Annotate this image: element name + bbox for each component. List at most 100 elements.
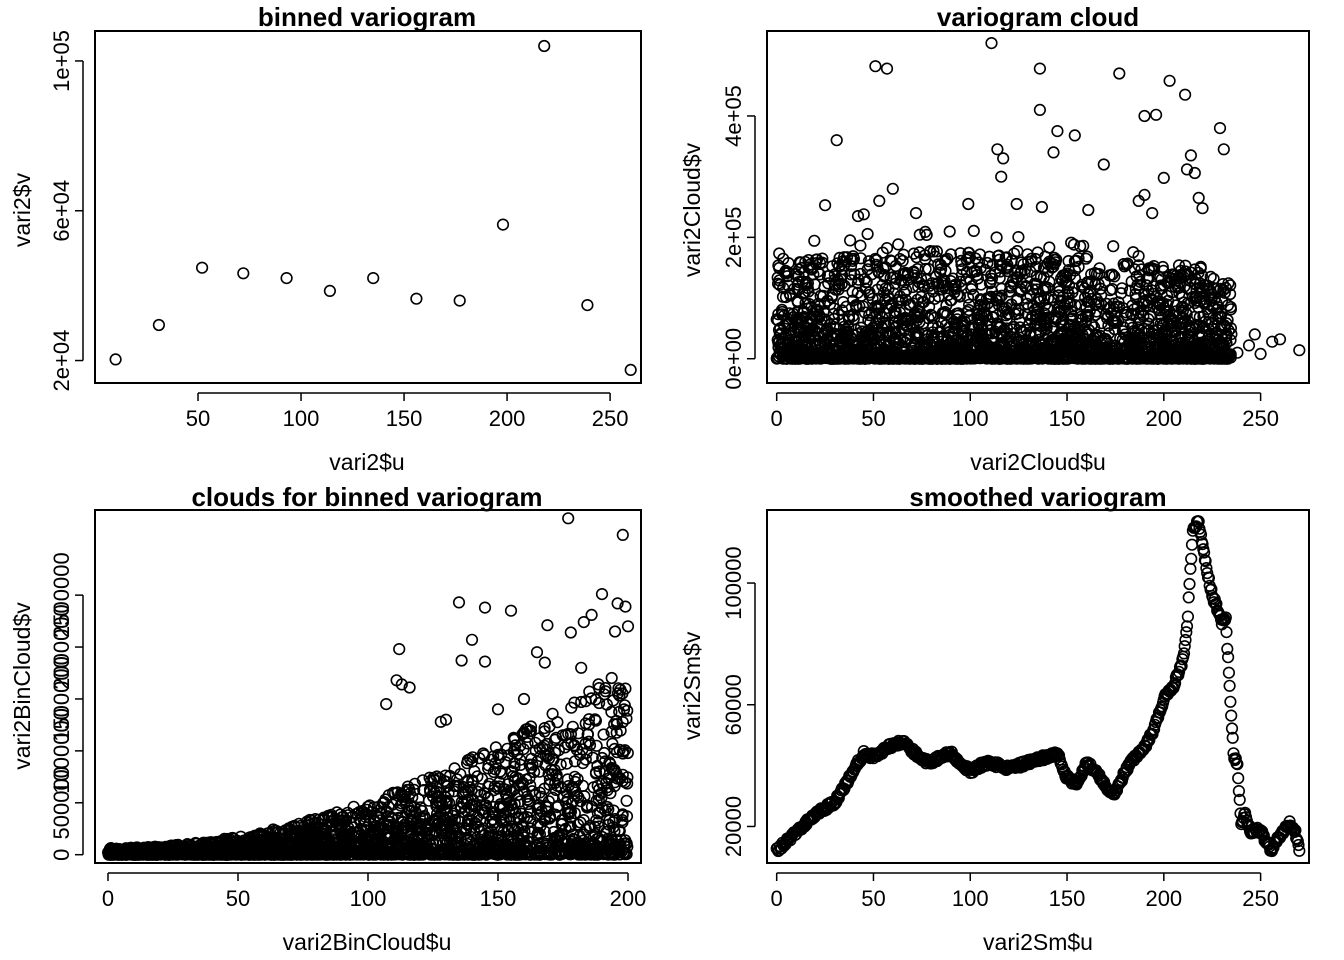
data-point (554, 781, 567, 794)
data-point (1107, 240, 1120, 253)
data-point (970, 269, 984, 282)
data-point (779, 329, 793, 342)
data-point (1022, 301, 1035, 314)
data-point (1049, 311, 1063, 324)
data-point (816, 329, 830, 342)
data-point (1215, 352, 1229, 365)
data-point (565, 736, 578, 750)
data-point (580, 799, 594, 812)
data-point (809, 257, 823, 270)
data-point (582, 718, 596, 731)
data-point (1065, 236, 1078, 249)
data-point (1076, 336, 1090, 349)
data-point (1176, 336, 1189, 350)
y-axis-label: vari2BinCloud$v (9, 602, 35, 770)
data-point (970, 351, 983, 365)
data-point (854, 267, 867, 281)
data-point (402, 801, 416, 815)
x-tick-label: 50 (861, 406, 885, 431)
data-point (958, 315, 971, 328)
data-point (962, 197, 975, 211)
data-point (1194, 338, 1207, 352)
data-point (812, 308, 826, 322)
data-point (1202, 323, 1215, 336)
data-point (1132, 194, 1145, 207)
data-point (566, 828, 579, 841)
data-point (1066, 310, 1079, 323)
data-point (1062, 279, 1076, 292)
data-point (972, 256, 986, 269)
x-ticks: 0 50 100 150 200 (102, 872, 646, 911)
data-point (1154, 308, 1167, 321)
data-point (854, 239, 867, 252)
data-point (1116, 352, 1129, 365)
data-point (1266, 335, 1279, 348)
data-point (484, 815, 497, 828)
data-point (846, 294, 860, 307)
data-point (453, 294, 466, 307)
data-point (1140, 279, 1153, 292)
data-point (1254, 347, 1267, 361)
data-point (608, 742, 621, 756)
data-point (990, 293, 1003, 307)
data-point (568, 696, 581, 709)
data-point (1029, 338, 1043, 351)
data-point (1204, 270, 1217, 284)
data-point (1043, 352, 1056, 365)
data-point (1149, 340, 1162, 353)
data-point (564, 820, 577, 833)
data-point (989, 341, 1002, 354)
data-point (943, 349, 956, 362)
data-point (1184, 149, 1197, 162)
data-point (1207, 272, 1220, 285)
data-point (1092, 268, 1106, 281)
data-point (773, 247, 786, 260)
x-tick-label: 250 (592, 406, 629, 431)
data-point (909, 351, 922, 365)
data-point (950, 307, 963, 320)
data-point (962, 303, 975, 317)
data-point (237, 267, 250, 280)
data-point (1188, 166, 1201, 180)
data-point (1140, 350, 1154, 363)
data-point (560, 757, 573, 770)
data-point (995, 170, 1008, 183)
data-point (1231, 346, 1244, 359)
data-point (878, 316, 892, 329)
data-point (548, 833, 561, 846)
y-tick-label: 6e+04 (49, 180, 74, 242)
data-point (491, 782, 505, 795)
data-point (1000, 251, 1013, 264)
x-tick-label: 150 (1049, 406, 1086, 431)
data-point (970, 334, 983, 347)
plot-frame (766, 30, 1310, 384)
data-point (1132, 259, 1145, 272)
data-point (792, 270, 805, 283)
data-point (900, 284, 913, 297)
data-point (602, 803, 615, 816)
data-point (1147, 324, 1161, 337)
data-point (1076, 280, 1089, 293)
x-tick-label: 200 (1145, 406, 1182, 431)
data-point (1051, 349, 1065, 362)
data-point (916, 279, 929, 292)
data-point (888, 309, 901, 323)
data-point (852, 273, 865, 286)
y-tick-label: 1500000 (49, 656, 74, 742)
data-point (1215, 295, 1228, 308)
data-point (1035, 200, 1048, 214)
data-point (1124, 343, 1137, 356)
data-point (961, 291, 975, 304)
data-point (805, 350, 818, 363)
data-point (1031, 246, 1044, 259)
data-point (967, 224, 980, 237)
data-point (802, 254, 815, 267)
data-point (794, 256, 807, 269)
data-point (875, 299, 888, 312)
data-point (1085, 318, 1099, 331)
data-point (1273, 333, 1287, 346)
data-point (873, 194, 886, 207)
data-point (1293, 344, 1306, 357)
data-point (913, 276, 926, 289)
